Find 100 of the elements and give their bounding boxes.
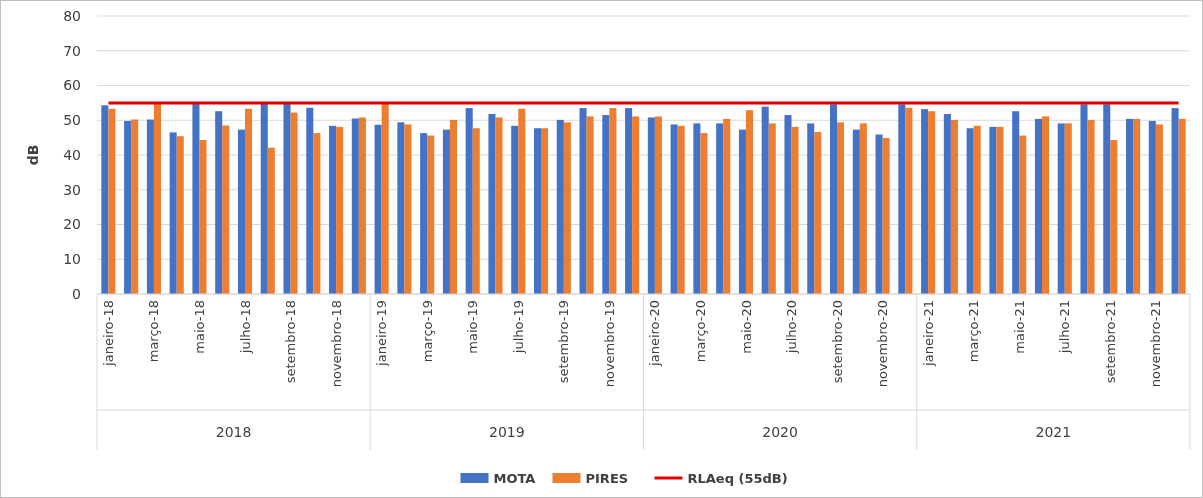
bar [1019,135,1027,294]
bar [1126,118,1134,294]
bar [420,133,428,294]
bar [859,123,867,294]
x-tick-label: maio-19 [465,300,481,354]
x-tick-label: maio-21 [1011,300,1027,354]
bar [563,122,571,294]
x-tick-label: janeiro-20 [647,300,663,367]
x-tick-label: novembro-21 [1148,300,1164,388]
y-tick-label: 30 [63,181,81,198]
bar [329,125,337,294]
bar [169,132,177,294]
x-tick-label: julho-21 [1057,300,1073,355]
bar [146,119,154,294]
text: 2020 [762,424,798,440]
bar [374,124,382,294]
legend-label: PIRES [585,470,629,486]
bar [541,128,549,294]
bar [358,117,366,294]
bar [738,129,746,294]
bar [533,128,542,294]
bar [465,108,473,294]
x-tick-label: março-20 [692,300,708,363]
bar [222,125,230,294]
bar [449,119,458,294]
bar [283,102,291,294]
x-tick-label: janeiro-18 [100,300,116,367]
bar [625,108,633,294]
bar [829,104,838,294]
x-tick-label: novembro-18 [328,300,344,388]
bar [260,102,268,294]
bar [351,118,359,294]
bar [1087,119,1095,294]
bar [518,108,526,294]
y-tick-label: 80 [63,7,81,24]
bar [442,129,450,294]
x-tick-label: julho-20 [784,300,800,355]
bar [677,125,685,294]
bar [199,140,207,294]
bar [654,116,662,294]
x-tick-label: novembro-20 [875,300,891,388]
y-tick-label: 20 [63,216,81,233]
bar [1041,116,1050,294]
x-tick-label: janeiro-21 [920,300,936,367]
bar [791,126,799,294]
x-tick-label: julho-18 [237,300,253,355]
bar [1110,140,1118,294]
bar [921,109,929,294]
bar [928,111,936,294]
bar [381,102,389,294]
bar [950,119,958,294]
bar [784,115,792,294]
bar [814,132,822,294]
text: 2018 [215,424,252,440]
x-tick-label: março-19 [419,300,435,363]
bar [306,107,314,294]
bar [153,102,161,294]
bar [488,114,496,294]
bar [1103,104,1111,294]
x-tick-label: setembro-18 [283,300,299,384]
bar [882,137,890,294]
bar [579,108,587,294]
bar [495,117,503,294]
bar [176,136,184,294]
bar [1057,123,1065,294]
x-tick-label: setembro-20 [829,300,845,384]
bar [996,126,1004,294]
y-tick-label: 40 [63,146,81,163]
bar [716,123,724,294]
bar [397,122,405,294]
bar [807,123,815,294]
bar [966,128,974,294]
y-tick-label: 50 [63,112,81,129]
text: 2019 [489,424,525,440]
x-tick-label: setembro-19 [556,300,572,384]
bar [427,135,435,294]
x-tick-label: março-21 [966,300,982,363]
bar [131,119,139,294]
bar [192,102,200,294]
x-tick-label: janeiro-19 [374,300,390,367]
bar [852,129,860,294]
bar [973,125,981,294]
bar [898,104,906,294]
bar [768,123,776,294]
x-tick-label: setembro-21 [1102,300,1118,384]
bar [693,123,701,294]
bar [1064,123,1072,294]
bar [1171,108,1179,294]
x-tick-label: maio-20 [738,300,754,354]
bar [1034,118,1042,294]
y-tick-label: 60 [63,77,81,94]
x-tick-label: julho-19 [510,300,526,355]
bar [602,115,610,294]
bar [215,111,223,294]
bar [267,147,275,294]
x-tick-label: maio-18 [192,300,208,354]
bar [290,112,298,294]
legend-label: RLAeq (55dB) [687,470,788,486]
bar [404,124,412,294]
bar [101,105,109,294]
